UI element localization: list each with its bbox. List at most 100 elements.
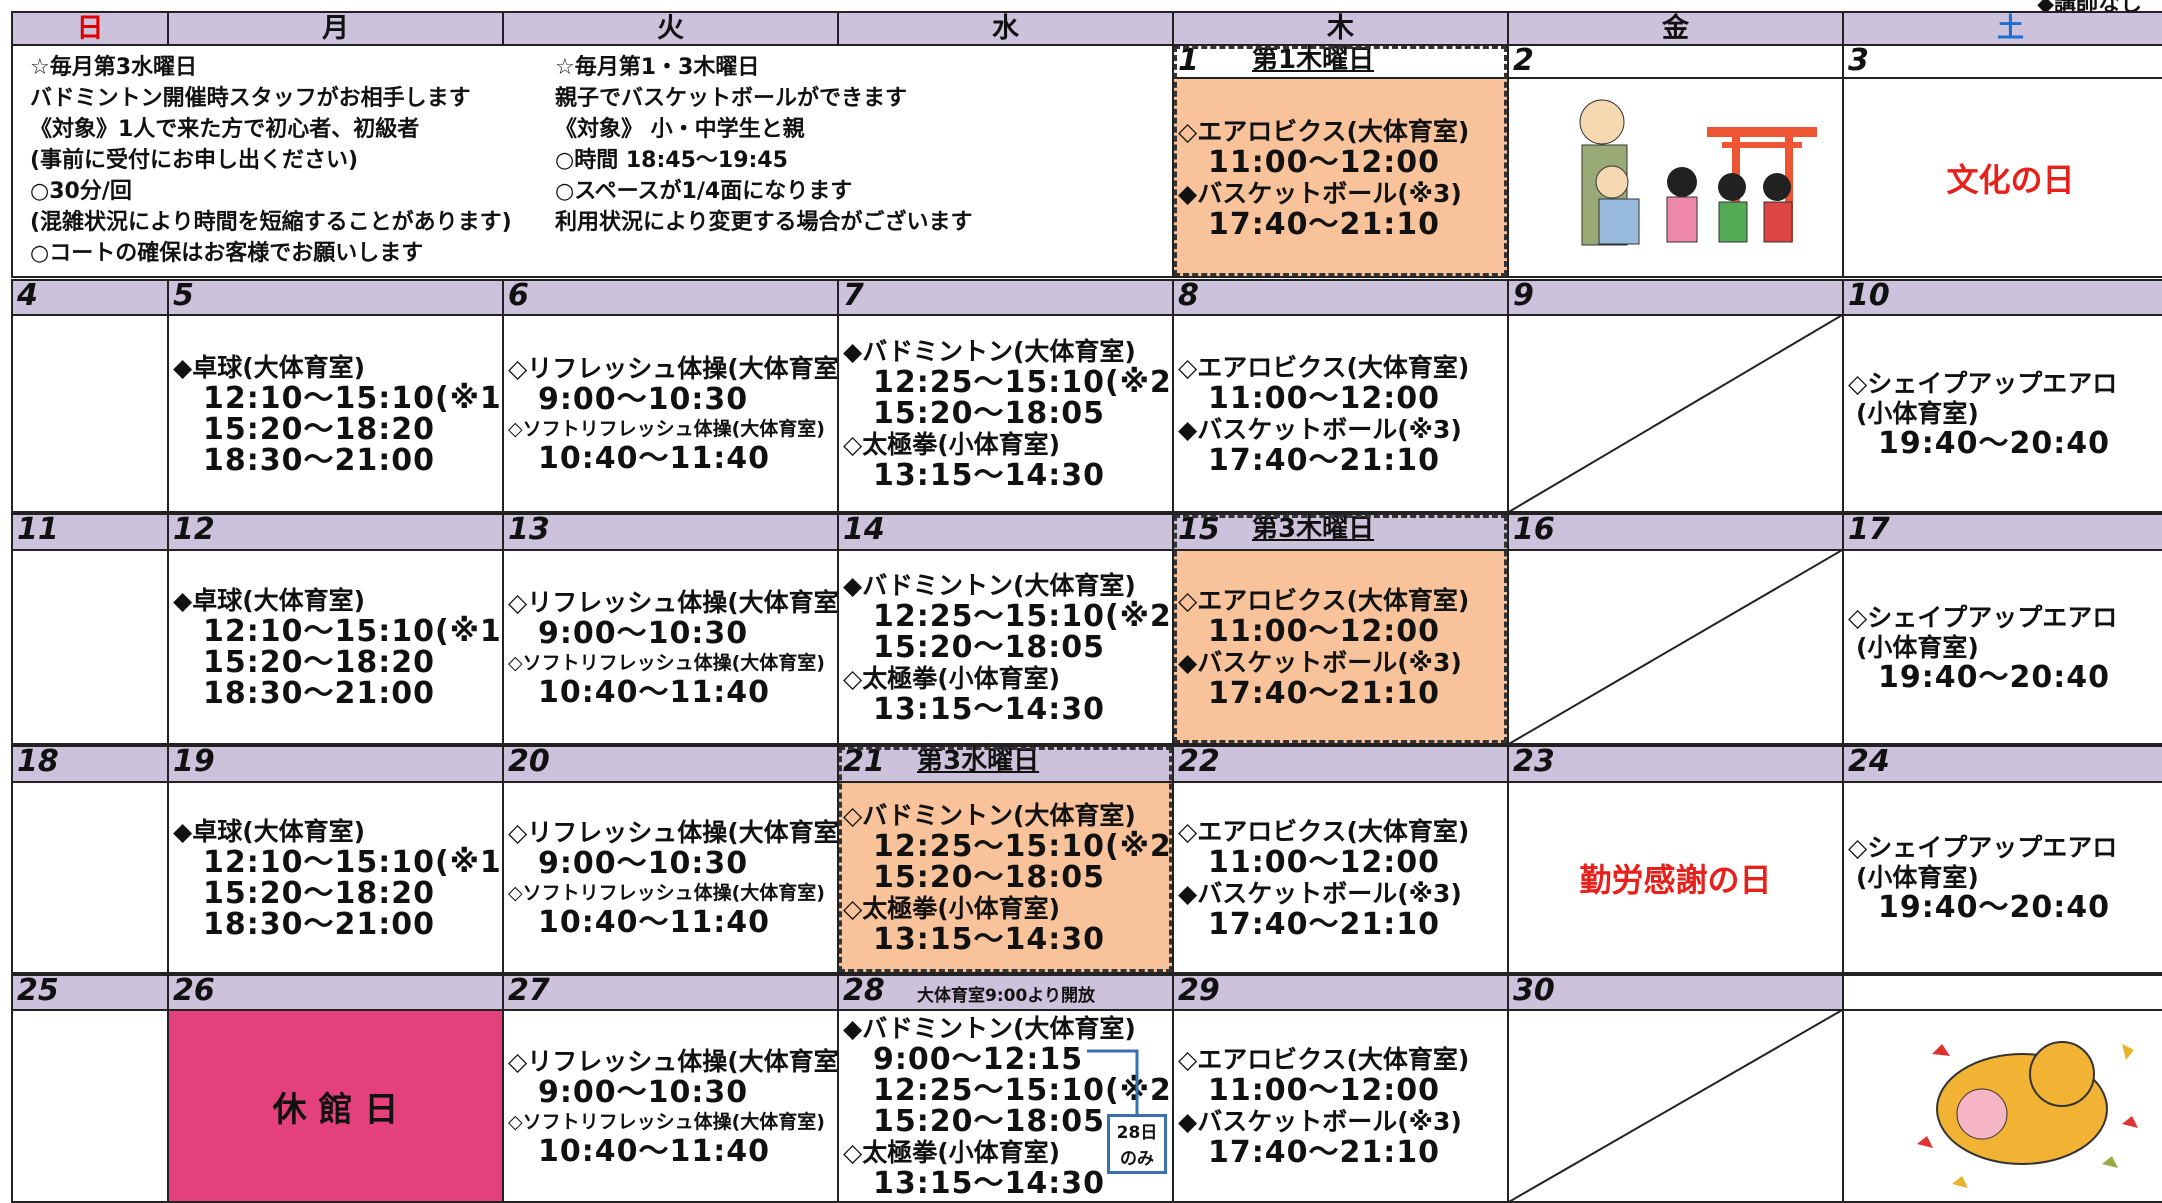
day-cell bbox=[502, 549, 839, 745]
event-time: 9:00〜12:15 bbox=[873, 1042, 1084, 1077]
day-cell bbox=[837, 549, 1174, 745]
event-time: 12:25〜15:10(※2) bbox=[873, 598, 1187, 634]
weekday-header: 火 bbox=[502, 11, 839, 46]
day-header bbox=[502, 513, 839, 551]
event-list: ◇シェイプアップエアロ (小体育室) 19:40〜20:40 bbox=[1842, 314, 2162, 513]
diagonal bbox=[1507, 1009, 1844, 1203]
event-time: 11:00〜12:00 bbox=[1208, 1073, 1440, 1108]
day-header bbox=[837, 513, 1174, 551]
day-number: 24 bbox=[1848, 744, 1890, 779]
event-list: ◆卓球(大体育室) 12:10〜15:10(※1) 15:20〜18:20 18:30… bbox=[167, 549, 517, 745]
holiday-label: 勤労感謝の日 bbox=[1579, 860, 1772, 899]
event-time: 17:40〜21:10 bbox=[1208, 1135, 1440, 1170]
day-number: 12 bbox=[173, 512, 215, 547]
day-number: 26 bbox=[173, 973, 215, 1008]
event-time: 10:40〜11:40 bbox=[538, 1133, 770, 1169]
day-number: 13 bbox=[508, 512, 550, 547]
event-time: 11:00〜12:00 bbox=[1208, 380, 1440, 416]
event-t: ◆バドミントン(大体育室) bbox=[843, 1014, 1136, 1043]
event-time: 11:00〜12:00 bbox=[1208, 144, 1440, 180]
day-header bbox=[1172, 974, 1509, 1011]
event-list: ◇エアロビクス(大体育室) 11:00〜12:00 ◆バスケットボール(※3) 17:… bbox=[1172, 781, 1509, 974]
event-time: 19:40〜20:40 bbox=[1878, 659, 2110, 695]
event-time: 12:10〜15:10(※1) bbox=[203, 844, 517, 880]
day-number: 21 bbox=[843, 744, 885, 779]
event-t: ◆卓球(大体育室) bbox=[173, 816, 366, 846]
event-t: ◇エアロビクス(大体育室) bbox=[1178, 352, 1470, 382]
event-t: ◇エアロビクス(大体育室) bbox=[1178, 116, 1470, 146]
event-time: 19:40〜20:40 bbox=[1878, 426, 2110, 461]
event-time: 18:30〜21:00 bbox=[203, 676, 435, 711]
day-heading: 第3水曜日 bbox=[917, 746, 1040, 776]
day-number: 15 bbox=[1178, 512, 1220, 547]
day-header bbox=[502, 745, 839, 783]
event-s: ◇ソフトリフレッシュ体操(大体育室) bbox=[508, 418, 825, 440]
event-list: ◇エアロビクス(大体育室) 11:00〜12:00 ◆バスケットボール(※3) 17:… bbox=[1172, 314, 1509, 513]
day-cell bbox=[502, 314, 839, 513]
event-list: ◇リフレッシュ体操(大体育室) 9:00〜10:30 ◇ソフトリフレッシュ体操(大体… bbox=[502, 781, 850, 974]
event-time: 9:00〜10:30 bbox=[538, 846, 749, 881]
event-time: 15:20〜18:20 bbox=[203, 875, 435, 911]
note-line: (混雑状況により時間を短縮することがあります) bbox=[30, 210, 512, 235]
event-list: ◇シェイプアップエアロ (小体育室) 19:40〜20:40 bbox=[1842, 549, 2162, 745]
event-list: ◆バドミントン(大体育室) 12:25〜15:10(※2) 15:20〜18:05 ◇… bbox=[837, 314, 1187, 513]
event-time: 13:15〜14:30 bbox=[873, 458, 1105, 493]
event-time: 17:40〜21:10 bbox=[1208, 442, 1440, 478]
day-cell bbox=[11, 1009, 169, 1203]
event-time: 17:40〜21:10 bbox=[1208, 676, 1440, 711]
event-time: 9:00〜10:30 bbox=[538, 1074, 749, 1110]
day-number: 4 bbox=[17, 278, 38, 313]
event-time: 12:25〜15:10(※2) bbox=[873, 1073, 1187, 1108]
event-t: ◇エアロビクス(大体育室) bbox=[1178, 1045, 1470, 1074]
event-time: 13:15〜14:30 bbox=[873, 1166, 1105, 1201]
closed-cell bbox=[169, 1011, 502, 1201]
day-number: 29 bbox=[1178, 973, 1220, 1008]
note-line: (事前に受付にお申し出ください) bbox=[30, 148, 359, 173]
note-line: ☆毎月第3水曜日 bbox=[30, 55, 198, 80]
event-time: 18:30〜21:00 bbox=[203, 906, 435, 942]
day-number: 8 bbox=[1178, 278, 1199, 313]
event-list: ◆バドミントン(大体育室) 12:25〜15:10(※2) 15:20〜18:05 ◇… bbox=[837, 549, 1187, 745]
day-number: 30 bbox=[1513, 973, 1555, 1008]
day-note: 大体育室9:00より開放 bbox=[917, 986, 1095, 1006]
day-cell bbox=[837, 314, 1174, 513]
day-number: 14 bbox=[843, 512, 885, 547]
event-s: ◇ソフトリフレッシュ体操(大体育室) bbox=[508, 651, 825, 674]
event-t: ◇エアロビクス(大体育室) bbox=[1178, 816, 1470, 846]
diagonal bbox=[1507, 549, 1844, 745]
day-number: 28 bbox=[843, 973, 885, 1008]
event-sub: (小体育室) bbox=[1856, 863, 1979, 892]
event-t: ◇太極拳(小体育室) bbox=[843, 430, 1061, 459]
event-list: ◇リフレッシュ体操(大体育室) 9:00〜10:30 ◇ソフトリフレッシュ体操(大体… bbox=[502, 1009, 850, 1203]
note-line: ○30分/回 bbox=[30, 179, 132, 204]
day-header bbox=[1507, 279, 1844, 316]
event-time: 12:10〜15:10(※1) bbox=[203, 614, 517, 649]
day-number: 25 bbox=[17, 973, 59, 1008]
event-list: ◇リフレッシュ体操(大体育室) 9:00〜10:30 ◇ソフトリフレッシュ体操(大体… bbox=[502, 549, 851, 745]
event-list: ◆卓球(大体育室) 12:10〜15:10(※1) 15:20〜18:20 18:30… bbox=[167, 314, 517, 513]
day-number: 7 bbox=[843, 278, 864, 313]
day-heading: 第3木曜日 bbox=[1252, 514, 1375, 544]
event-time: 15:20〜18:20 bbox=[203, 645, 435, 680]
event-t: ◆卓球(大体育室) bbox=[173, 352, 366, 382]
day-cell bbox=[11, 314, 169, 513]
event-time: 10:40〜11:40 bbox=[538, 674, 770, 710]
event-time: 15:20〜18:05 bbox=[873, 396, 1105, 431]
day-cell bbox=[11, 781, 169, 974]
event-t: ◆バスケットボール(※3) bbox=[1178, 878, 1462, 908]
holiday-label: 文化の日 bbox=[1946, 160, 2075, 199]
day-header bbox=[1172, 44, 1509, 79]
event-t: ◇リフレッシュ体操(大体育室) bbox=[508, 587, 851, 617]
event-list: ◇エアロビクス(大体育室) 11:00〜12:00 ◆バスケットボール(※3) 17:… bbox=[1172, 77, 1509, 278]
event-t: ◇シェイプアップエアロ bbox=[1848, 602, 2118, 632]
day-header bbox=[1842, 513, 2162, 551]
day-number: 1 bbox=[1178, 43, 1199, 78]
day-cell bbox=[1842, 781, 2162, 974]
weekday-header: 月 bbox=[167, 11, 504, 46]
event-t: ◆バスケットボール(※3) bbox=[1178, 1107, 1462, 1136]
bracket bbox=[1087, 1049, 1139, 1119]
day-header bbox=[837, 279, 1174, 316]
event-time: 12:10〜15:10(※1) bbox=[203, 380, 517, 416]
day-cell bbox=[502, 781, 839, 974]
event-time: 12:25〜15:10(※2) bbox=[873, 365, 1187, 400]
